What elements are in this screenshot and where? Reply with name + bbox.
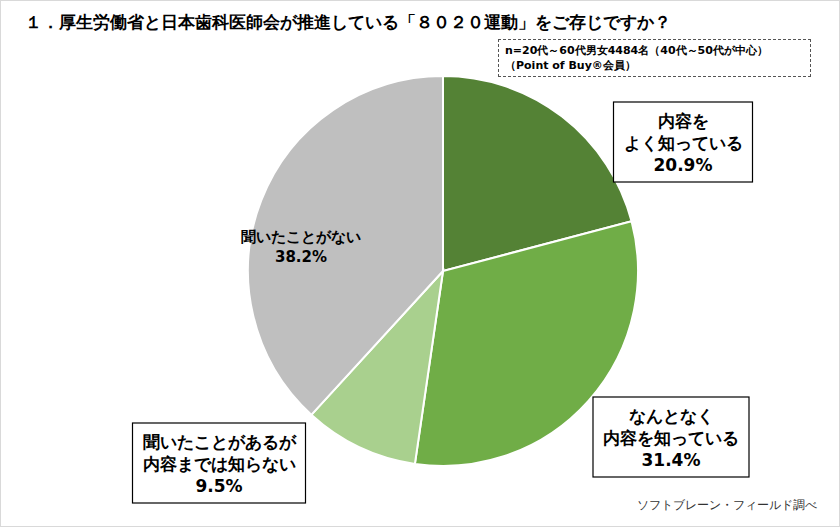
- svg-text:内容をよく知っている20.9%: 内容をよく知っている20.9%: [624, 111, 743, 175]
- html-text:n=20代～60代男女4484名（40代～50代が中心）: n=20代～60代男女4484名（40代～50代が中心）: [505, 44, 768, 57]
- html-text:（Point of Buy®会員）: （Point of Buy®会員）: [505, 59, 636, 72]
- svg-text:聞いたことがあるが内容までは知らない9.5%: 聞いたことがあるが内容までは知らない9.5%: [143, 432, 297, 496]
- html-text:１．厚生労働省と日本歯科医師会が推進している「８０２０運動」: １．厚生労働省と日本歯科医師会が推進している「８０２０運動」をご存じですか？: [25, 12, 671, 32]
- svg-text:なんとなく内容を知っている31.4%: なんとなく内容を知っている31.4%: [603, 406, 739, 470]
- svg-text:聞いたことがない38.2%: 聞いたことがない38.2%: [241, 228, 361, 266]
- html-text:ソフトブレーン・フィールド調べ: ソフトブレーン・フィールド調べ: [637, 498, 817, 512]
